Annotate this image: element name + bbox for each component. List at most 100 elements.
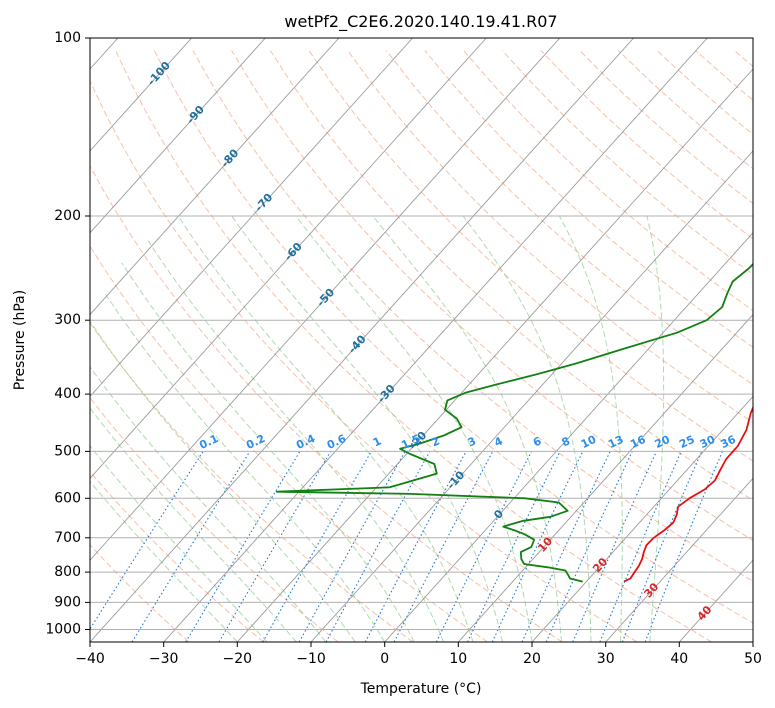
- x-tick-label: −40: [75, 651, 105, 667]
- dry-adiabat: [385, 50, 753, 386]
- isotherm-line: [678, 559, 753, 642]
- x-tick-label: 10: [449, 651, 467, 667]
- x-tick-label: 50: [744, 651, 762, 667]
- mixing-ratio-line: [621, 451, 703, 642]
- dry-adiabat: [579, 50, 753, 205]
- y-tick-label: 200: [54, 208, 81, 224]
- x-tick-label: −20: [223, 651, 253, 667]
- moist-adiabat: [372, 215, 562, 642]
- x-tick-label: −30: [149, 651, 179, 667]
- isotherm-line: [605, 477, 753, 642]
- mixing-ratio-label: 0.6: [325, 432, 348, 452]
- moist-adiabat: [646, 215, 665, 642]
- moist-adiabat: [231, 215, 503, 642]
- isotherm-line: [90, 38, 192, 152]
- mixing-ratio-line: [572, 451, 657, 642]
- mixing-ratio-label: 1: [371, 434, 383, 449]
- x-tick-label: −10: [296, 651, 326, 667]
- x-tick-label: 20: [523, 651, 541, 667]
- dry-adiabat: [733, 50, 753, 68]
- y-tick-label: 1000: [45, 622, 81, 638]
- dry-adiabat: [347, 50, 753, 424]
- isotherm-line: [90, 38, 340, 316]
- isotherm-line: [90, 38, 413, 398]
- mixing-ratio-line: [599, 451, 682, 642]
- y-axis-label: Pressure (hPa): [12, 290, 28, 390]
- moist-adiabat: [177, 215, 474, 642]
- y-tick-label: 700: [54, 530, 81, 546]
- y-tick-label: 300: [54, 312, 81, 328]
- mixing-ratio-label: 13: [606, 433, 625, 451]
- dewpoint-profile: [275, 262, 753, 583]
- mixing-ratio-label: 8: [560, 434, 572, 449]
- mixing-ratio-label: 6: [531, 434, 544, 449]
- dry-adiabat: [90, 165, 563, 642]
- dry-adiabat: [269, 50, 753, 501]
- mixing-ratio-line: [90, 451, 204, 631]
- dry-adiabat: [540, 50, 753, 240]
- moist-adiabat: [104, 292, 386, 642]
- isotherm-line: [90, 38, 266, 234]
- y-tick-label: 100: [54, 30, 81, 46]
- y-tick-label: 800: [54, 564, 81, 580]
- isotherm-line: [90, 38, 561, 561]
- mixing-ratio-label: 30: [698, 433, 718, 451]
- isotherm-line: [236, 68, 753, 642]
- moist-adiabat: [90, 480, 238, 642]
- mixing-ratio-label: 16: [628, 433, 648, 451]
- mixing-ratio-line: [435, 451, 532, 642]
- moist-adiabat: [90, 365, 327, 642]
- mixing-ratio-label: 20: [653, 433, 673, 451]
- dry-adiabat: [153, 50, 753, 624]
- isotherm-line: [90, 38, 487, 480]
- y-tick-label: 900: [54, 594, 81, 610]
- isotherm-line: [310, 150, 753, 642]
- temperature-profile: [623, 405, 753, 583]
- y-tick-label: 400: [54, 386, 81, 402]
- isotherm-line: [163, 38, 708, 642]
- x-axis-label: Temperature (°C): [360, 681, 482, 697]
- mixing-ratio-line: [131, 451, 251, 642]
- dry-adiabat: [90, 79, 638, 642]
- mixing-ratio-label: 10: [579, 433, 599, 451]
- mixing-ratio-line: [644, 451, 723, 642]
- dry-adiabat: [656, 50, 753, 135]
- moist-adiabat: [295, 215, 533, 642]
- mixing-ratio-line: [262, 451, 372, 642]
- dry-adiabat: [90, 470, 264, 642]
- isotherm-line: [752, 641, 753, 642]
- mixing-ratio-label: 0.1: [197, 432, 220, 452]
- y-tick-label: 500: [54, 443, 81, 459]
- dry-adiabat: [90, 322, 414, 642]
- y-tick-label: 600: [54, 490, 81, 506]
- isotherm-line: [531, 395, 753, 642]
- dry-adiabat: [192, 50, 753, 582]
- mixing-ratio-label: 4: [492, 434, 505, 449]
- dry-adiabat: [231, 50, 753, 541]
- x-tick-label: 0: [380, 651, 389, 667]
- mixing-ratio-label: 25: [677, 433, 696, 451]
- mixing-ratio-line: [325, 451, 431, 642]
- moist-adiabat: [462, 215, 592, 642]
- mixing-ratio-label: 3: [466, 434, 478, 449]
- moist-adiabat: [90, 407, 297, 642]
- isotherm-line: [457, 313, 753, 642]
- mixing-ratio-label: 36: [719, 433, 739, 451]
- isotherm-line: [384, 232, 753, 642]
- isotherm-line: [90, 38, 634, 642]
- x-tick-label: 40: [670, 651, 688, 667]
- dry-adiabat: [463, 50, 753, 312]
- moist-adiabat: [90, 445, 268, 642]
- chart-title: wetPf2_C2E6.2020.140.19.41.R07: [284, 12, 557, 32]
- x-tick-label: 30: [597, 651, 615, 667]
- moist-adiabat: [147, 240, 445, 642]
- mixing-ratio-line: [545, 451, 633, 642]
- moist-adiabat: [121, 262, 415, 642]
- plot-frame: [89, 37, 754, 643]
- dry-adiabat: [695, 50, 753, 101]
- dry-adiabat: [115, 50, 712, 642]
- moist-adiabat: [90, 320, 356, 642]
- dry-adiabat: [424, 50, 753, 348]
- mixing-ratio-line: [298, 451, 406, 642]
